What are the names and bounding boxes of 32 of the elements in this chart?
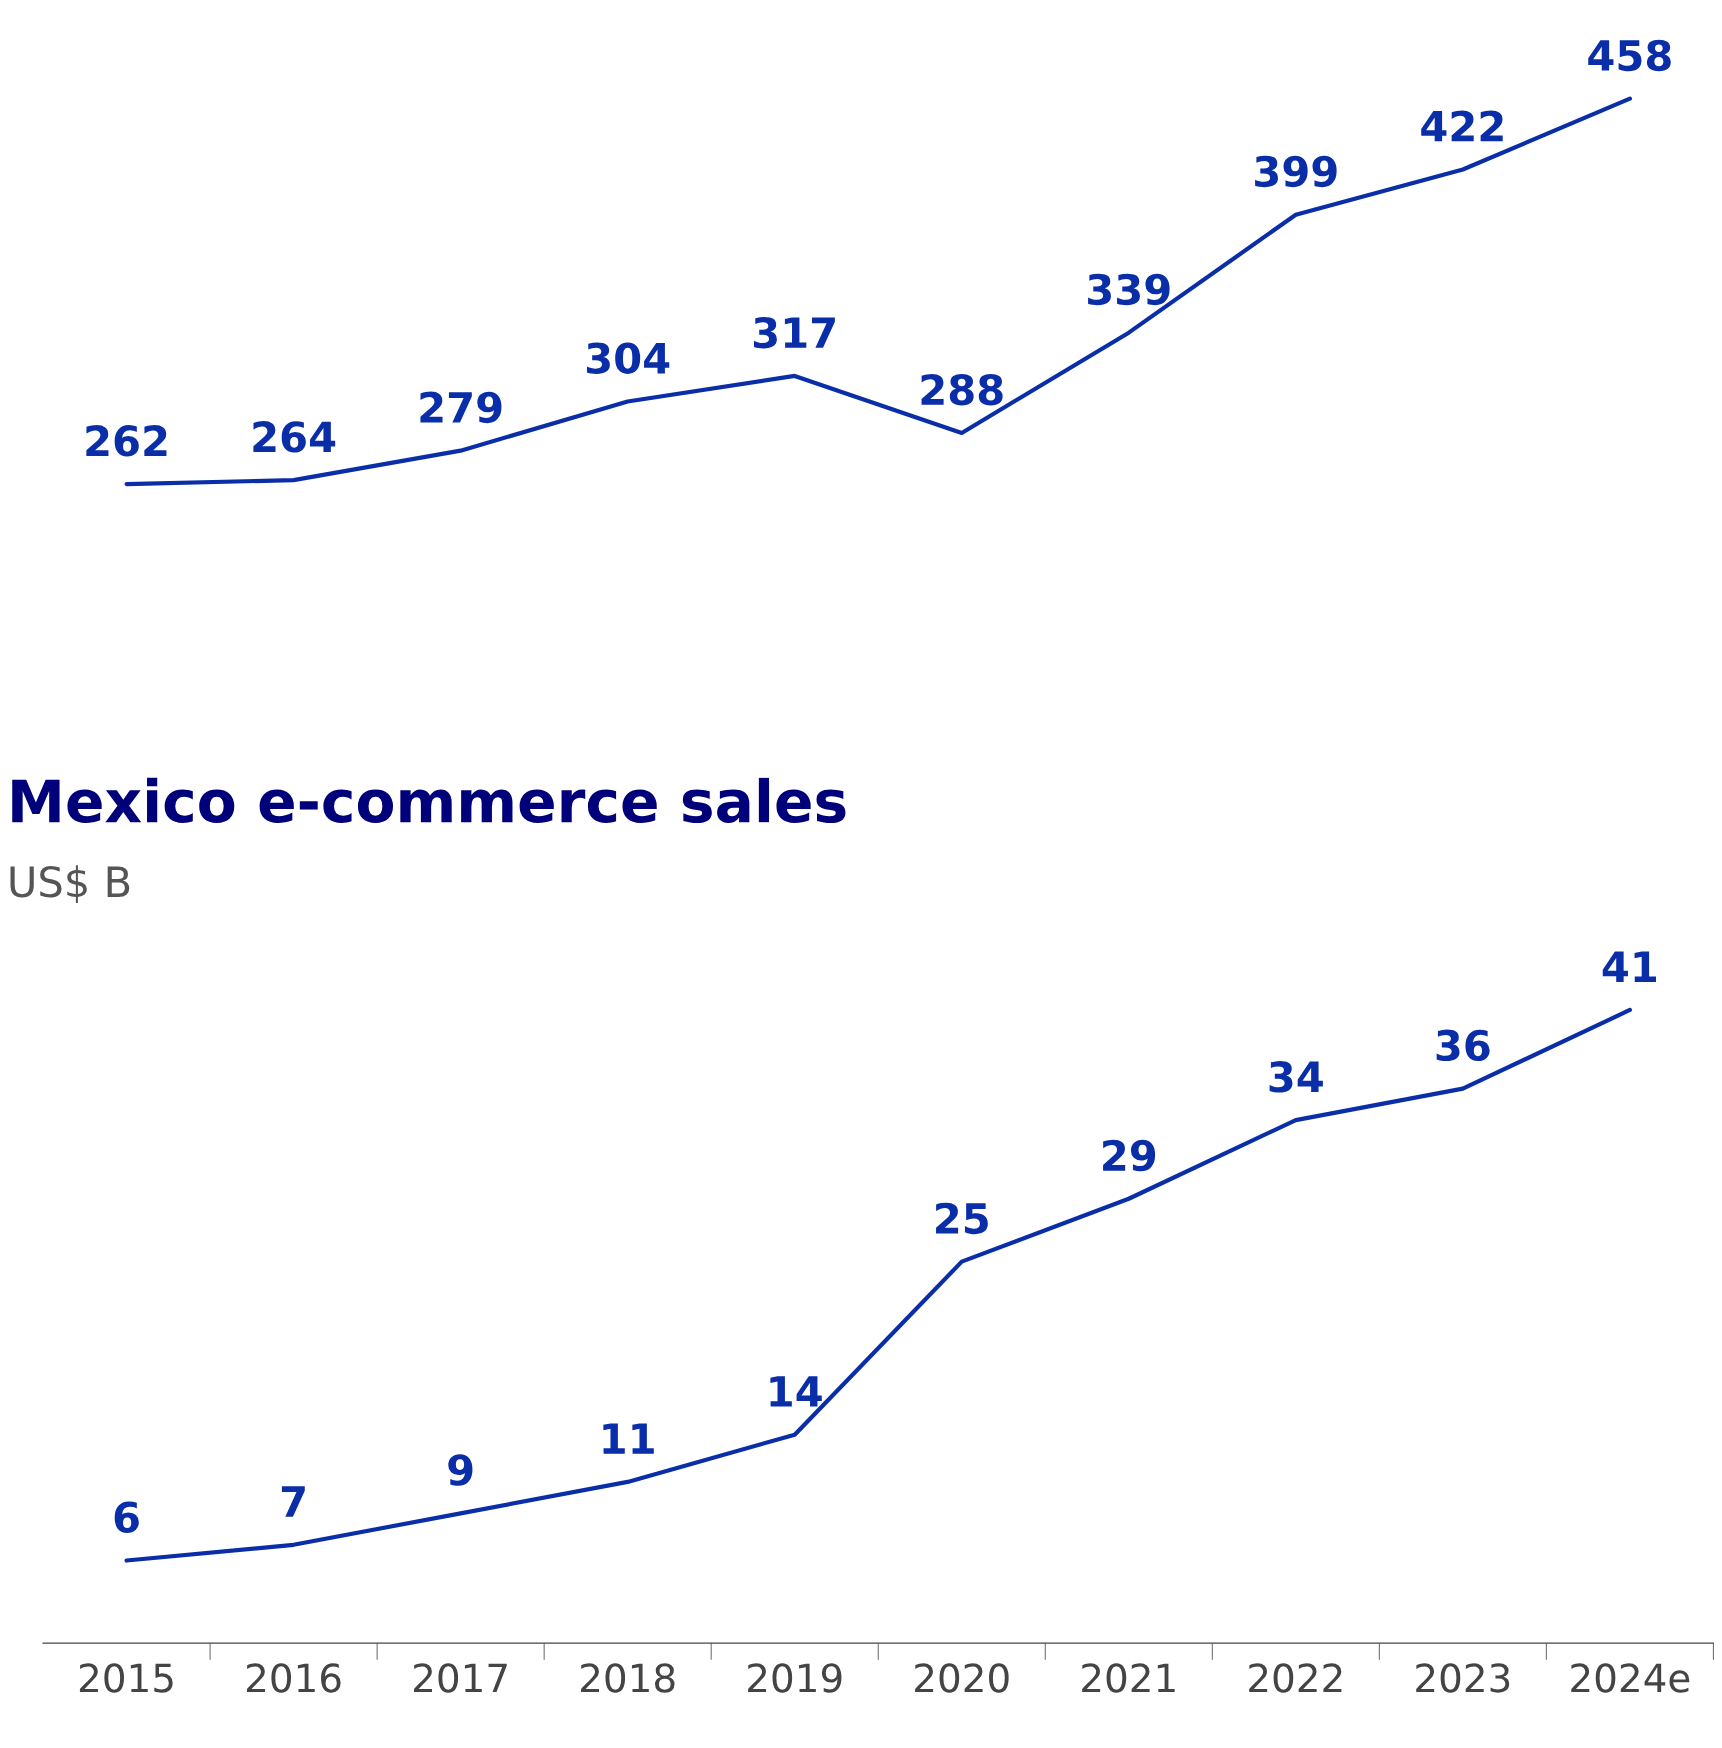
x-tick-label: 2022 — [1249, 1663, 1342, 1693]
x-tick-label: 2018 — [581, 1663, 675, 1693]
data-label: 288 — [921, 373, 1003, 406]
x-tick-label: 2017 — [414, 1663, 507, 1693]
data-label: 279 — [420, 391, 502, 424]
data-label: 264 — [253, 421, 336, 453]
data-label: 9 — [448, 1454, 473, 1486]
x-tick-label: 2023 — [1416, 1663, 1510, 1693]
data-label: 262 — [86, 425, 167, 457]
data-label: 36 — [1436, 1029, 1490, 1062]
data-label: 422 — [1421, 110, 1503, 142]
x-tick-label: 2019 — [748, 1663, 842, 1693]
x-tick-label: 2020 — [915, 1663, 1009, 1693]
data-label: 34 — [1269, 1061, 1323, 1093]
chart-title: Mexico e-commerce sales — [12, 777, 846, 824]
data-label: 339 — [1088, 273, 1170, 306]
data-label: 29 — [1103, 1139, 1156, 1172]
data-label: 25 — [936, 1202, 988, 1235]
data-label: 304 — [586, 342, 670, 374]
x-tick-label: 2024e — [1571, 1663, 1690, 1693]
chart-subtitle: US$ B — [10, 865, 130, 904]
x-tick-label: 2021 — [1082, 1663, 1175, 1693]
data-label: 6 — [114, 1501, 139, 1534]
data-label: 317 — [754, 316, 835, 349]
data-label: 7 — [281, 1486, 305, 1517]
data-label: 399 — [1255, 155, 1337, 188]
data-label: 41 — [1602, 951, 1656, 982]
x-tick-label: 2016 — [246, 1663, 341, 1693]
data-label: 14 — [770, 1376, 822, 1407]
data-label: 458 — [1588, 39, 1671, 72]
x-tick-label: 2015 — [79, 1663, 173, 1693]
data-label: 11 — [603, 1423, 654, 1454]
